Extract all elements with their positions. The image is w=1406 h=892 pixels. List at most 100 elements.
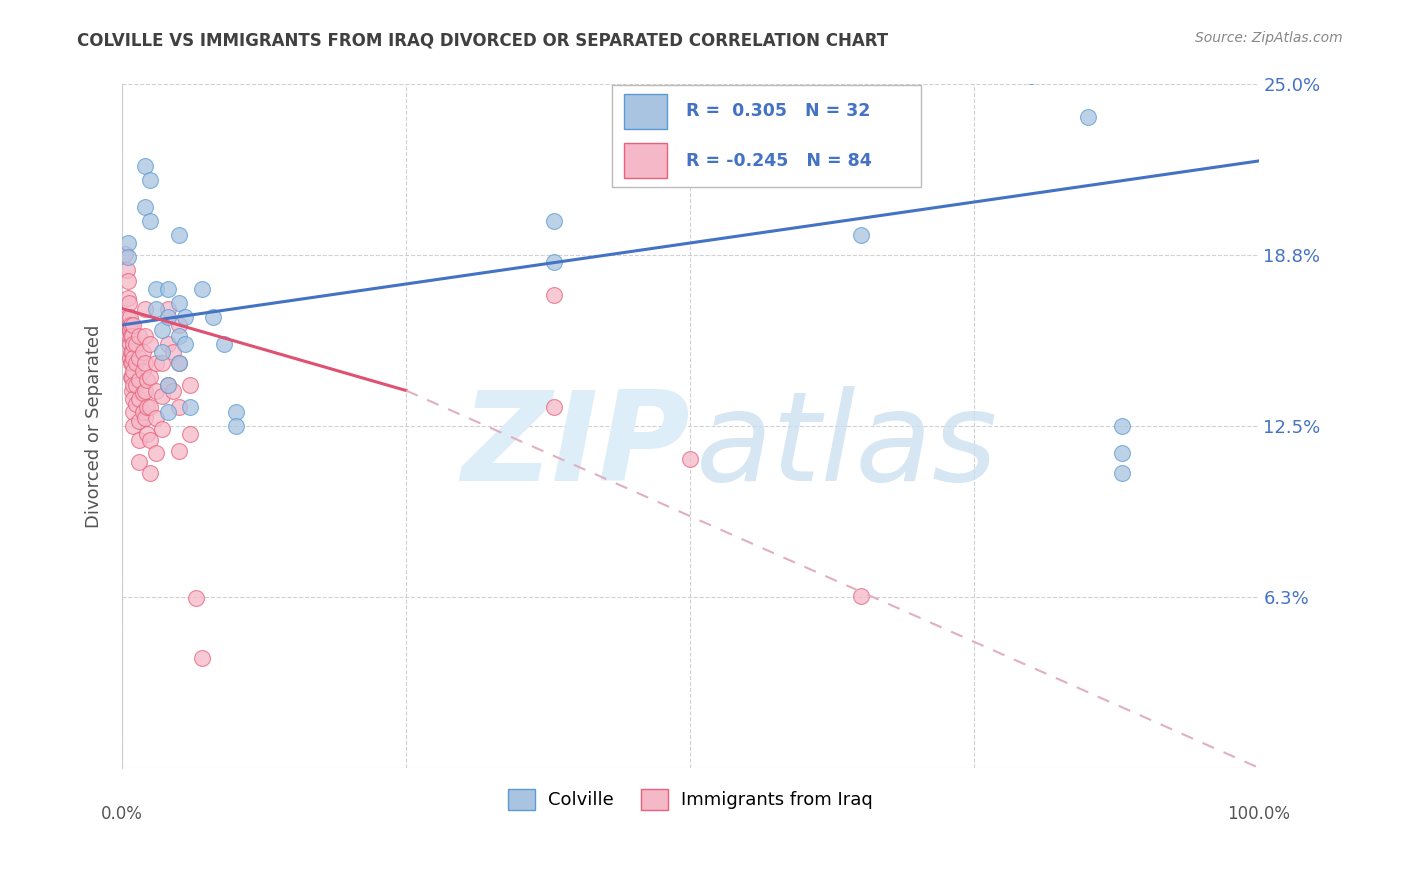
Point (156, 405, 179, 419)
Point (150, 323, 173, 337)
Point (1111, 466, 1133, 480)
Point (122, 337, 145, 351)
Point (1111, 419, 1133, 434)
Point (136, 427, 159, 442)
Point (134, 160, 156, 174)
Point (225, 405, 247, 419)
Point (118, 310, 141, 324)
Point (201, 310, 224, 324)
Point (117, 291, 139, 305)
Point (125, 356, 148, 370)
Point (121, 356, 143, 370)
Point (225, 419, 247, 434)
Point (139, 370, 162, 384)
Point (173, 337, 195, 351)
Point (179, 400, 201, 414)
Point (167, 400, 190, 414)
Point (120, 370, 142, 384)
Point (134, 329, 156, 343)
Point (120, 345, 142, 359)
Point (162, 384, 184, 398)
Point (543, 400, 565, 414)
Point (128, 329, 150, 343)
Point (128, 454, 150, 468)
Point (139, 400, 162, 414)
Point (136, 373, 159, 387)
Point (120, 356, 142, 370)
Point (120, 318, 142, 332)
Point (131, 345, 153, 359)
Point (179, 427, 201, 442)
Point (190, 282, 212, 296)
Point (145, 301, 167, 316)
Point (156, 337, 179, 351)
Point (131, 364, 153, 378)
Point (117, 235, 139, 250)
Point (849, 589, 872, 603)
FancyBboxPatch shape (612, 85, 921, 187)
Point (139, 214, 162, 228)
Y-axis label: Divorced or Separated: Divorced or Separated (86, 325, 103, 528)
Text: ZIP: ZIP (461, 386, 690, 507)
Point (145, 356, 167, 370)
Point (1019, 69, 1042, 83)
Point (115, 263, 138, 277)
Text: atlas: atlas (696, 386, 998, 507)
Point (1111, 446, 1133, 460)
Legend: Colville, Immigrants from Iraq: Colville, Immigrants from Iraq (501, 781, 880, 817)
Point (134, 201, 156, 215)
Point (128, 351, 150, 365)
Point (150, 389, 173, 403)
Point (679, 160, 702, 174)
Text: R = -0.245   N = 84: R = -0.245 N = 84 (686, 152, 872, 169)
Point (1077, 110, 1099, 124)
Point (131, 386, 153, 401)
Point (139, 433, 162, 447)
Point (167, 356, 190, 370)
Point (120, 329, 142, 343)
Point (122, 378, 145, 392)
Point (139, 173, 162, 187)
Point (167, 296, 190, 310)
Point (117, 310, 139, 324)
Point (114, 247, 136, 261)
Point (150, 422, 173, 436)
Point (121, 384, 143, 398)
Point (179, 378, 201, 392)
Point (156, 378, 179, 392)
Point (543, 214, 565, 228)
Point (122, 405, 145, 419)
Point (167, 329, 190, 343)
Point (128, 373, 150, 387)
Point (679, 451, 702, 466)
Point (134, 410, 156, 425)
Point (134, 384, 156, 398)
Point (118, 323, 141, 337)
Point (128, 433, 150, 447)
Point (117, 250, 139, 264)
Point (125, 397, 148, 411)
Point (849, 110, 872, 124)
Text: R =  0.305   N = 32: R = 0.305 N = 32 (686, 103, 870, 120)
Point (167, 356, 190, 370)
Point (134, 301, 156, 316)
Point (145, 282, 167, 296)
Point (128, 392, 150, 406)
Text: COLVILLE VS IMMIGRANTS FROM IRAQ DIVORCED OR SEPARATED CORRELATION CHART: COLVILLE VS IMMIGRANTS FROM IRAQ DIVORCE… (77, 31, 889, 49)
Point (122, 364, 145, 378)
Point (162, 345, 184, 359)
Point (156, 282, 179, 296)
Point (145, 446, 167, 460)
Text: Source: ZipAtlas.com: Source: ZipAtlas.com (1195, 31, 1343, 45)
Point (121, 329, 143, 343)
Point (125, 378, 148, 392)
Text: 100.0%: 100.0% (1227, 805, 1291, 823)
Point (190, 651, 212, 665)
Point (156, 378, 179, 392)
Point (145, 410, 167, 425)
Point (543, 255, 565, 269)
Point (121, 370, 143, 384)
Point (122, 392, 145, 406)
Point (136, 400, 159, 414)
Point (150, 345, 173, 359)
